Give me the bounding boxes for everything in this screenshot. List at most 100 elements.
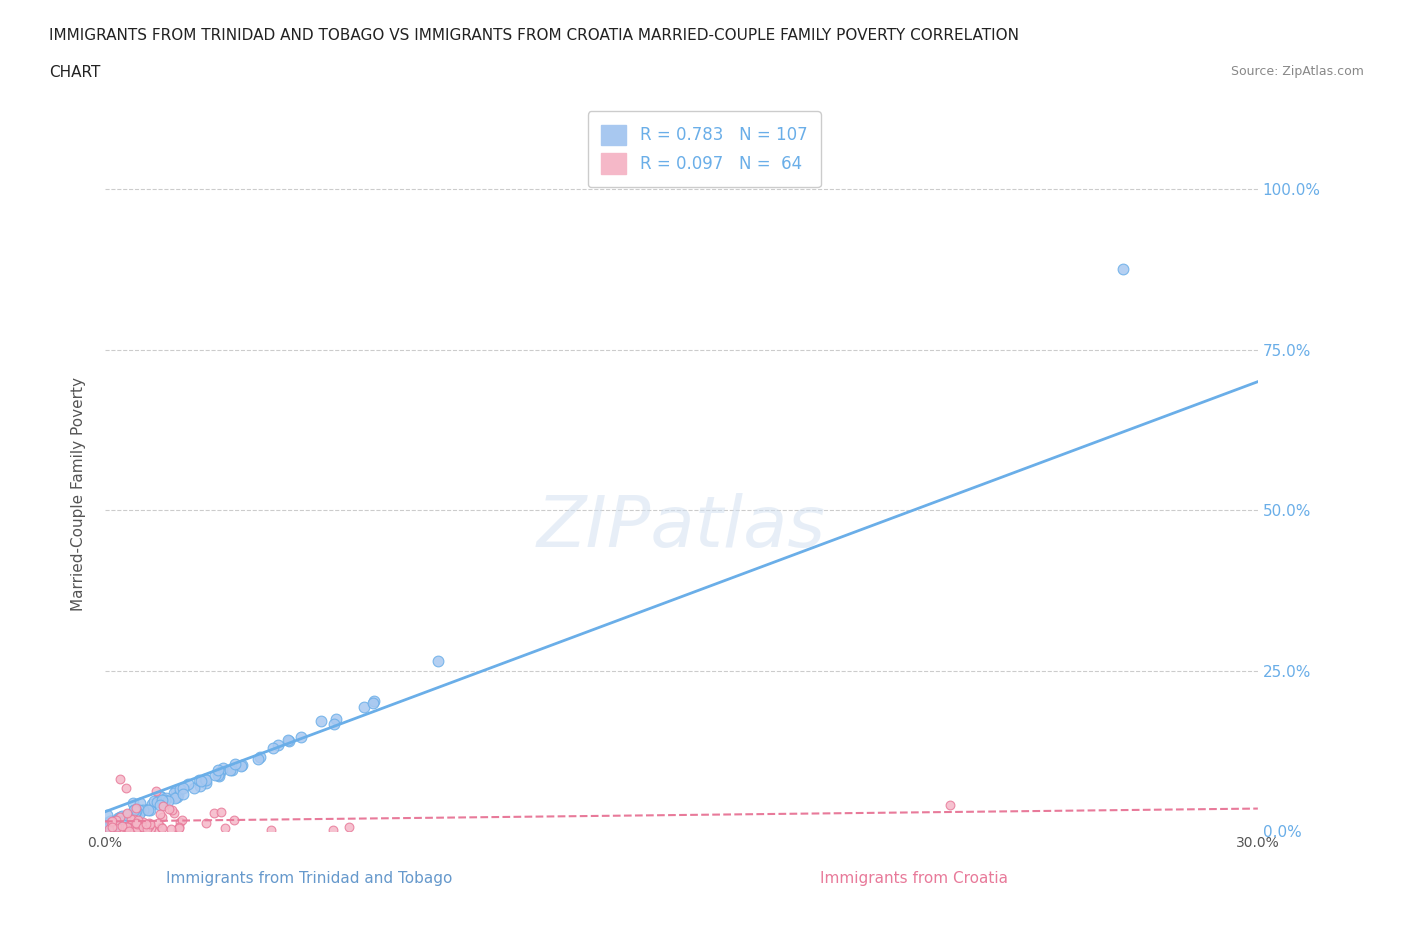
Point bbox=[169, 815, 191, 830]
Point bbox=[103, 815, 125, 830]
Point bbox=[141, 796, 163, 811]
Point bbox=[141, 821, 163, 836]
Point bbox=[322, 823, 344, 838]
Point bbox=[120, 810, 142, 825]
Point bbox=[194, 816, 217, 830]
Point bbox=[135, 817, 157, 831]
Point bbox=[100, 815, 122, 830]
Point bbox=[101, 817, 124, 831]
Point bbox=[112, 823, 135, 838]
Point bbox=[165, 783, 187, 798]
Point bbox=[127, 816, 149, 830]
Text: ZIPatlas: ZIPatlas bbox=[537, 493, 825, 563]
Point bbox=[96, 807, 118, 822]
Point bbox=[208, 764, 231, 779]
Point bbox=[121, 810, 143, 825]
Point bbox=[163, 805, 186, 820]
Point bbox=[150, 792, 173, 807]
Point bbox=[120, 810, 142, 825]
Point bbox=[190, 774, 212, 789]
Point bbox=[195, 775, 218, 790]
Point bbox=[167, 821, 190, 836]
Point bbox=[194, 773, 217, 788]
Point bbox=[111, 815, 134, 830]
Point bbox=[97, 822, 120, 837]
Point bbox=[167, 820, 190, 835]
Point bbox=[221, 763, 243, 777]
Point bbox=[153, 792, 176, 807]
Point bbox=[122, 796, 145, 811]
Point bbox=[138, 818, 160, 833]
Point bbox=[172, 781, 194, 796]
Point bbox=[172, 787, 194, 802]
Point bbox=[132, 814, 155, 829]
Point bbox=[157, 793, 180, 808]
Text: Immigrants from Croatia: Immigrants from Croatia bbox=[820, 871, 1008, 886]
Point bbox=[138, 816, 160, 830]
Point bbox=[209, 805, 232, 820]
Point bbox=[138, 803, 160, 817]
Point bbox=[104, 815, 127, 830]
Point bbox=[146, 795, 169, 810]
Point bbox=[118, 823, 141, 838]
Point bbox=[111, 816, 134, 830]
Point bbox=[138, 801, 160, 816]
Point bbox=[110, 815, 132, 830]
Point bbox=[117, 808, 139, 823]
Point bbox=[122, 807, 145, 822]
Point bbox=[1112, 262, 1135, 277]
Point bbox=[427, 654, 450, 669]
Point bbox=[127, 812, 149, 827]
Point bbox=[115, 819, 138, 834]
Point bbox=[207, 767, 229, 782]
Point bbox=[157, 802, 180, 817]
Y-axis label: Married-Couple Family Poverty: Married-Couple Family Poverty bbox=[72, 377, 86, 611]
Point bbox=[125, 816, 148, 830]
Point bbox=[98, 817, 121, 832]
Point bbox=[97, 819, 120, 834]
Point bbox=[212, 761, 235, 776]
Point bbox=[112, 813, 135, 828]
Point bbox=[166, 790, 188, 804]
Point bbox=[97, 818, 120, 833]
Point bbox=[115, 808, 138, 823]
Point bbox=[231, 758, 253, 773]
Point bbox=[124, 804, 146, 819]
Point bbox=[322, 717, 344, 732]
Point bbox=[129, 796, 152, 811]
Point bbox=[136, 822, 159, 837]
Point bbox=[115, 805, 138, 820]
Point bbox=[363, 696, 385, 711]
Point bbox=[246, 751, 269, 766]
Point bbox=[169, 819, 191, 834]
Point bbox=[222, 813, 245, 828]
Point bbox=[290, 730, 312, 745]
Point bbox=[134, 818, 156, 833]
Point bbox=[188, 778, 211, 793]
Point bbox=[208, 769, 231, 784]
Point bbox=[249, 750, 271, 764]
Point bbox=[125, 817, 148, 831]
Point bbox=[165, 789, 187, 804]
Point bbox=[105, 817, 128, 832]
Point bbox=[108, 772, 131, 787]
Point bbox=[125, 804, 148, 818]
Point bbox=[143, 793, 166, 808]
Point bbox=[183, 780, 205, 795]
Point bbox=[160, 821, 183, 836]
Point bbox=[163, 790, 186, 805]
Point bbox=[117, 818, 139, 833]
Point bbox=[149, 789, 172, 804]
Point bbox=[107, 811, 129, 826]
Point bbox=[150, 790, 173, 804]
Point bbox=[122, 803, 145, 817]
Point bbox=[105, 812, 128, 827]
Text: Immigrants from Trinidad and Tobago: Immigrants from Trinidad and Tobago bbox=[166, 871, 453, 886]
Point bbox=[122, 803, 145, 817]
Point bbox=[148, 823, 170, 838]
Point bbox=[124, 804, 146, 819]
Point bbox=[125, 801, 148, 816]
Point bbox=[118, 811, 141, 826]
Point bbox=[120, 812, 142, 827]
Point bbox=[309, 713, 332, 728]
